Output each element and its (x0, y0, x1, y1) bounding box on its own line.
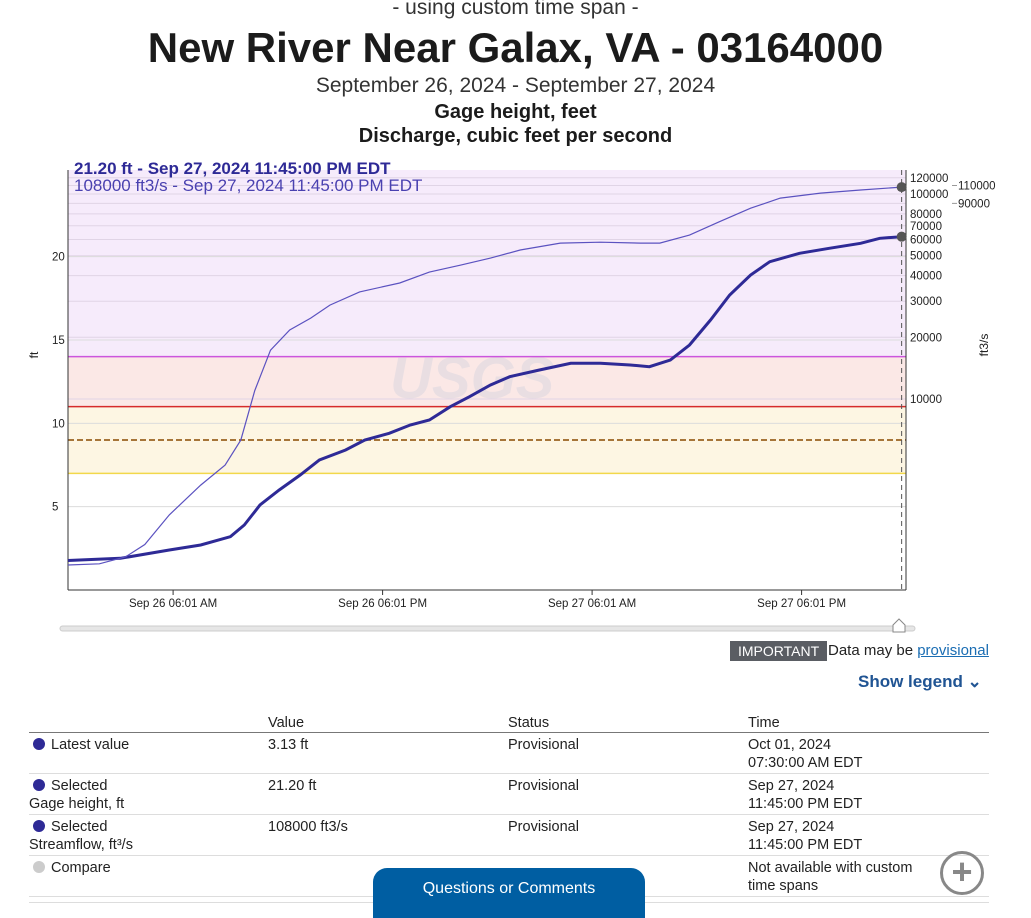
series-dot-icon (33, 820, 45, 832)
questions-comments-button[interactable]: Questions or Comments (373, 868, 645, 918)
right-tick-label: 100000 (910, 189, 948, 201)
right-axis-label: ft3/s (977, 334, 991, 357)
time-slider-track[interactable] (59, 625, 916, 632)
right-tick-label: 30000 (910, 296, 942, 308)
series-line-discharge (67, 186, 902, 566)
subtitle: - using custom time span - (392, 0, 639, 19)
right-tick-label: 40000 (910, 271, 942, 283)
series-line-gage-height (67, 235, 902, 562)
provisional-notice: Data may be provisional (828, 642, 989, 659)
row-value: 3.13 ft (268, 732, 508, 774)
page-title: New River Near Galax, VA - 03164000 (147, 24, 884, 71)
row-time-clock: 07:30:00 AM EDT (748, 755, 863, 771)
row-label: Selected (51, 778, 108, 794)
usgs-watermark: USGS (390, 346, 555, 411)
left-axis-label: ft (27, 351, 41, 358)
x-tick-label: Sep 27 06:01 AM (548, 598, 636, 610)
left-tick-label: 5 (52, 502, 58, 514)
row-time-clock: 11:45:00 PM EDT (748, 837, 863, 853)
row-sublabel: Gage height, ft (29, 796, 125, 812)
hydrograph-chart[interactable]: 10000 20000 30000 40000 50000 600007000080000… (0, 145, 1031, 640)
right-tick-label: 70000 (910, 221, 942, 233)
col-header-value: Value (268, 714, 508, 733)
left-tick-label: 15 (52, 335, 65, 347)
row-time-date: Not available with custom (748, 860, 913, 876)
left-tick-label: 10 (52, 418, 65, 430)
right-tick-label: 110000 (958, 181, 996, 193)
row-label: Latest value (51, 737, 130, 753)
time-slider-handle[interactable] (892, 618, 906, 633)
date-range: September 26, 2024 - September 27, 2024 (315, 74, 716, 97)
flood-band-moderate (68, 356, 906, 407)
row-status: Provisional (508, 732, 748, 774)
table-row: Selected Gage height, ft 21.20 ft Provisi… (29, 773, 989, 815)
row-time-clock: time spans (748, 878, 819, 894)
series-dot-icon (33, 861, 45, 873)
right-tick-label: 60000 (910, 234, 942, 246)
left-tick-label: 20 (52, 252, 65, 264)
tooltip-discharge: 108000 ft3/s - Sep 27, 2024 11:45:00 PM … (74, 176, 422, 195)
right-tick-label: 90000 (958, 198, 990, 210)
row-value: 21.20 ft (268, 773, 508, 815)
table-row: Latest value 3.13 ft Provisional Oct 01,… (29, 732, 989, 774)
provisional-link[interactable]: provisional (917, 642, 989, 659)
x-tick-label: Sep 26 06:01 AM (129, 598, 217, 610)
row-label: Selected (51, 819, 108, 835)
row-time-date: Oct 01, 2024 (748, 737, 832, 753)
right-tick-label: 10000 (910, 394, 942, 406)
selected-point-marker (896, 182, 907, 193)
series-dot-icon (33, 738, 45, 750)
x-tick-label: Sep 26 06:01 PM (338, 598, 427, 610)
parameter-gage: Gage height, feet (434, 101, 597, 123)
x-tick-label: Sep 27 06:01 PM (757, 598, 846, 610)
col-header (29, 714, 268, 733)
row-label: Compare (51, 860, 111, 876)
col-header-status: Status (508, 714, 748, 733)
right-tick-label: 20000 (910, 332, 942, 344)
right-tick-label: 120000 (910, 173, 948, 185)
add-compare-icon[interactable]: + (940, 851, 984, 895)
tooltip-gage: 21.20 ft - Sep 27, 2024 11:45:00 PM EDT (74, 159, 391, 178)
row-status: Provisional (508, 814, 748, 856)
row-time-clock: 11:45:00 PM EDT (748, 796, 863, 812)
row-status: Provisional (508, 773, 748, 815)
row-time-date: Sep 27, 2024 (748, 819, 835, 835)
row-sublabel: Streamflow, ft³/s (29, 837, 133, 853)
right-tick-label: 80000 (910, 209, 942, 221)
important-badge: IMPORTANT (730, 641, 828, 661)
table-row: Selected Streamflow, ft³/s 108000 ft3/s P… (29, 814, 989, 856)
series-dot-icon (33, 779, 45, 791)
row-time-date: Sep 27, 2024 (748, 778, 835, 794)
show-legend-button[interactable]: Show legend ⌄ (858, 672, 982, 691)
col-header-time: Time (748, 714, 989, 733)
parameter-discharge: Discharge, cubic feet per second (358, 125, 673, 147)
row-value: 108000 ft3/s (268, 814, 508, 856)
right-tick-label: 50000 (910, 251, 942, 263)
